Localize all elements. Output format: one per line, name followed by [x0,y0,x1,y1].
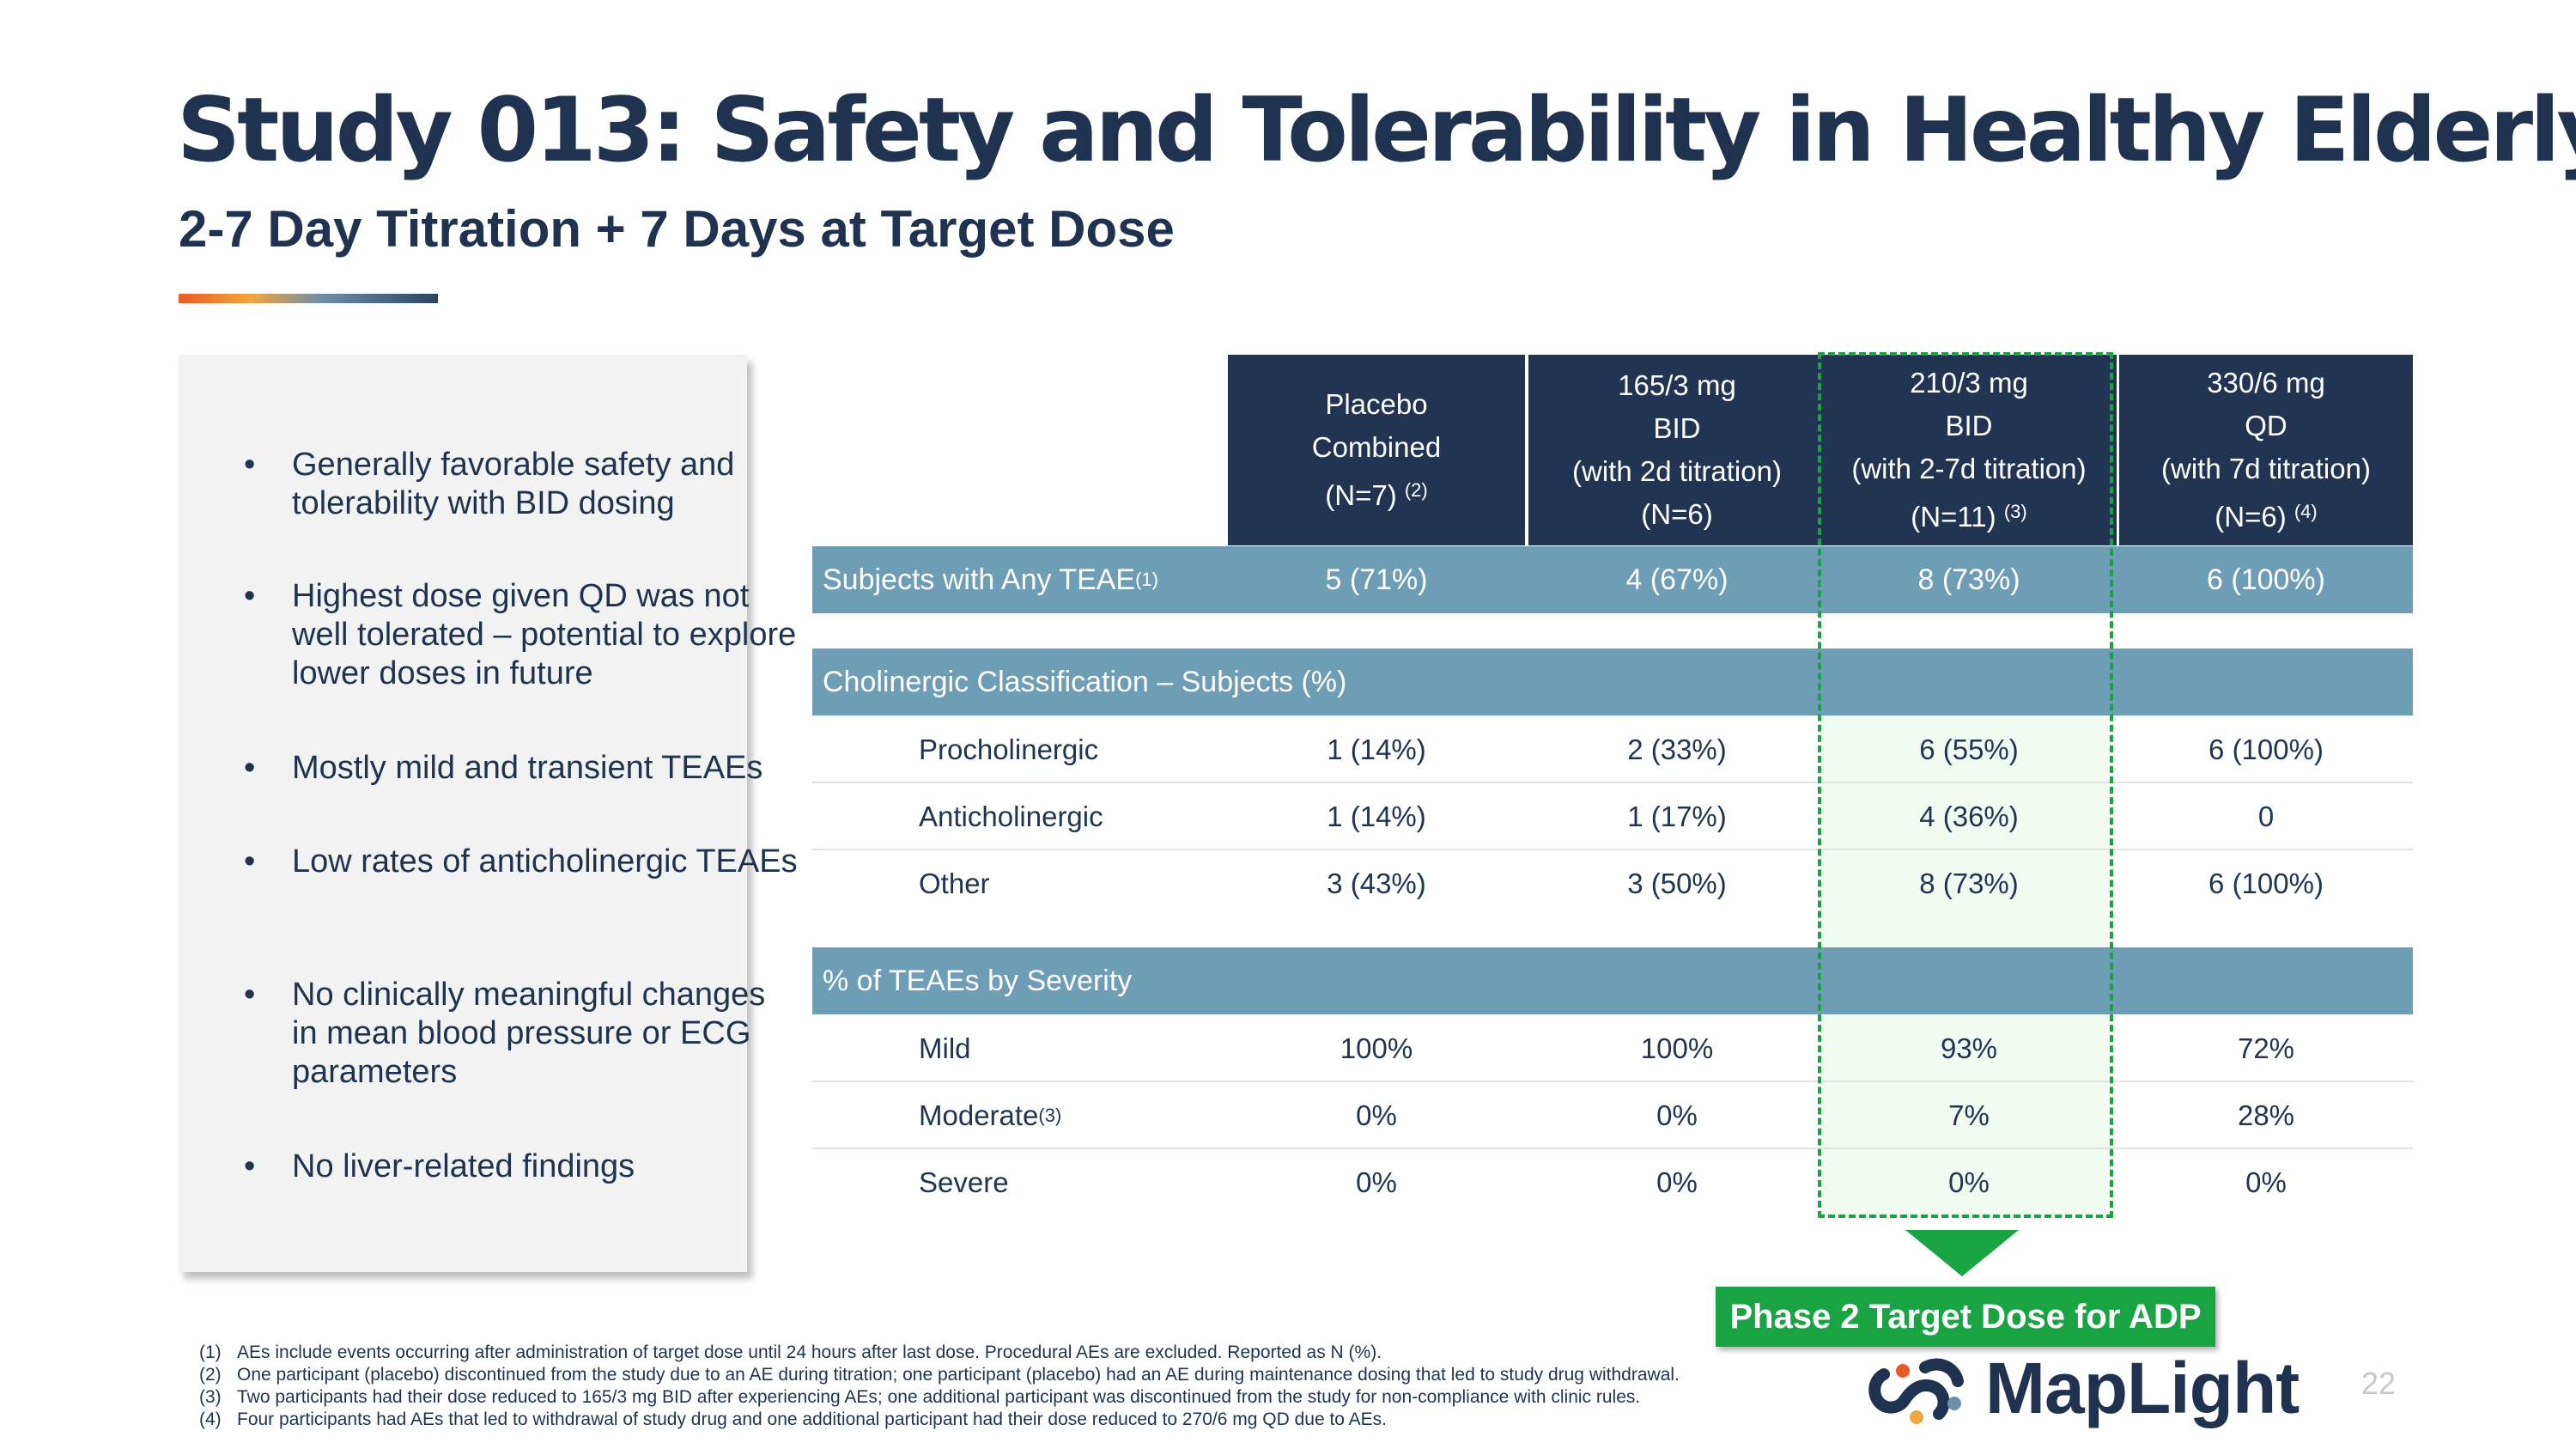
header-line: BID [1945,410,1993,441]
slide-subtitle: 2-7 Day Titration + 7 Days at Target Dos… [179,200,1175,258]
bullet-item: Low rates of anticholinergic TEAEs [235,843,799,881]
footnote-ref: (3) [1038,1104,1062,1126]
table-cell: 72% [2237,1032,2295,1064]
row-label-other: Other [919,867,990,899]
footnote-ref: (4) [2293,501,2318,522]
header-line: (with 7d titration) [2161,453,2371,484]
accent-bar [179,294,438,303]
bullet-item: Mostly mild and transient TEAEs [235,749,799,788]
header-line: 330/6 mg [2207,367,2325,399]
footnote: (2) One participant (placebo) discontinue… [199,1365,1680,1385]
column-header-330mg: 330/6 mg QD (with 7d titration) (N=6) (4… [2119,355,2413,545]
bullet-item: No liver-related findings [235,1148,799,1186]
any-teae-label: Subjects with Any TEAE (1) [823,563,1158,596]
table-cell: 6 (100%) [2208,867,2324,899]
header-line: QD [2245,410,2287,441]
row-label-mild: Mild [919,1032,971,1064]
header-line: (N=7) (2) [1325,479,1428,511]
row-divider [812,1148,2413,1149]
footnote: (4) Four participants had AEs that led to… [199,1409,1387,1429]
row-label-anticholinergic: Anticholinergic [919,800,1103,832]
column-header-165mg: 165/3 mg BID (with 2d titration) (N=6) [1528,355,1826,545]
row-divider [812,849,2413,850]
table-cell: 6 (55%) [1919,733,2019,765]
any-teae-value: 6 (100%) [2207,563,2325,596]
table-cell: 2 (33%) [1627,733,1727,765]
footnote: (1) AEs include events occurring after ad… [199,1342,1382,1362]
table-cell: 1 (17%) [1627,800,1727,832]
table-cell: 0% [1656,1099,1698,1131]
footnote-ref: (1) [1135,569,1158,590]
header-line: Combined [1311,431,1442,463]
table-cell: 0 [2257,800,2275,832]
any-teae-row [812,546,2413,613]
header-line: (with 2-7d titration) [1851,453,2087,484]
footnote: (3) Two participants had their dose reduc… [199,1387,1641,1407]
bullet-item: Highest dose given QD was not well toler… [235,577,799,693]
table-cell: 8 (73%) [1919,867,2019,899]
severity-section-row [812,947,2413,1014]
footnote-ref: (3) [2003,501,2027,522]
header-line: 165/3 mg [1618,369,1736,401]
bullet-item: Generally favorable safety and tolerabil… [235,446,799,523]
header-line: BID [1653,412,1701,444]
any-teae-value: 5 (71%) [1325,563,1428,596]
table-cell: 4 (36%) [1919,800,2019,832]
table-cell: 0% [1656,1166,1698,1198]
row-label-moderate: Moderate (3) [919,1099,1062,1131]
table-cell: 100% [1340,1032,1413,1064]
maplight-logo-icon [1868,1358,1964,1424]
maplight-wordmark: MapLight [1985,1348,2300,1428]
table-cell: 0% [1356,1166,1397,1198]
table-cell: 3 (43%) [1327,867,1426,899]
slide-title: Study 013: Safety and Tolerability in He… [177,79,2576,182]
table-cell: 1 (14%) [1327,733,1426,765]
row-divider [812,1081,2413,1082]
header-line: (N=6) [1641,498,1713,530]
any-teae-value: 4 (67%) [1625,563,1728,596]
table-cell: 100% [1640,1032,1714,1064]
column-header-210mg: 210/3 mg BID (with 2-7d titration) (N=11… [1821,355,2117,545]
bullet-item: No clinically meaningful changes in mean… [235,976,799,1092]
cholinergic-section-label: Cholinergic Classification – Subjects (%… [823,665,1347,698]
table-cell: 0% [1948,1166,1990,1198]
column-header-placebo: Placebo Combined (N=7) (2) [1228,355,1525,545]
table-cell: 1 (14%) [1327,800,1426,832]
table-cell: 3 (50%) [1627,867,1727,899]
table-cell: 93% [1940,1032,1998,1064]
table-cell: 0% [2245,1166,2287,1198]
target-dose-highlight-border [1818,352,2113,1218]
header-line: Placebo [1325,388,1428,420]
header-line: 210/3 mg [1910,367,2028,399]
cholinergic-section-row [812,648,2413,715]
down-arrow-icon [1905,1230,2019,1276]
row-label-severe: Severe [919,1166,1009,1198]
header-line: (N=6) (4) [2215,501,2318,533]
page-number: 22 [2361,1366,2397,1401]
footnote-ref: (2) [1404,479,1428,501]
row-label-procholinergic: Procholinergic [919,733,1099,765]
any-teae-value: 8 (73%) [1917,563,2020,596]
header-line: (with 2d titration) [1572,455,1782,487]
table-cell: 0% [1356,1099,1397,1131]
target-dose-callout: Phase 2 Target Dose for ADP [1716,1287,2215,1347]
header-line: (N=11) (3) [1911,501,2027,533]
table-cell: 7% [1948,1099,1990,1131]
table-cell: 6 (100%) [2208,733,2324,765]
table-cell: 28% [2237,1099,2295,1131]
row-divider [812,782,2413,783]
summary-panel: Generally favorable safety and tolerabil… [179,355,798,1272]
severity-section-label: % of TEAEs by Severity [823,964,1133,997]
